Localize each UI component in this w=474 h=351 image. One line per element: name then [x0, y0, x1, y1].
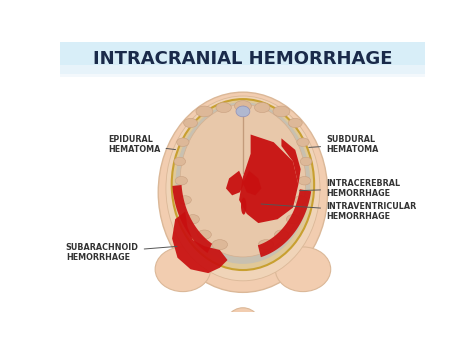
Ellipse shape: [174, 157, 185, 166]
Ellipse shape: [175, 102, 310, 264]
Ellipse shape: [288, 118, 302, 128]
Polygon shape: [173, 185, 212, 253]
Text: INTRAVENTRICULAR
HEMORRHAGE: INTRAVENTRICULAR HEMORRHAGE: [261, 202, 416, 221]
Ellipse shape: [166, 96, 320, 281]
Ellipse shape: [274, 230, 288, 239]
Ellipse shape: [286, 214, 300, 224]
Ellipse shape: [175, 177, 188, 185]
Text: INTRACRANIAL HEMORRHAGE: INTRACRANIAL HEMORRHAGE: [93, 50, 392, 68]
Bar: [60, 42, 425, 74]
Bar: [60, 65, 425, 77]
Ellipse shape: [216, 102, 231, 113]
Ellipse shape: [235, 101, 251, 111]
Ellipse shape: [273, 106, 290, 117]
Polygon shape: [172, 212, 228, 273]
Polygon shape: [243, 171, 261, 196]
Ellipse shape: [297, 138, 309, 146]
Ellipse shape: [177, 138, 189, 146]
Ellipse shape: [294, 196, 307, 204]
Ellipse shape: [179, 196, 191, 204]
Polygon shape: [226, 171, 245, 196]
Ellipse shape: [236, 106, 250, 117]
Ellipse shape: [222, 308, 264, 351]
Ellipse shape: [183, 118, 198, 128]
Ellipse shape: [258, 240, 273, 250]
Ellipse shape: [212, 240, 228, 250]
Ellipse shape: [180, 105, 306, 257]
Ellipse shape: [158, 92, 328, 292]
Ellipse shape: [275, 247, 331, 292]
Ellipse shape: [255, 102, 270, 113]
Ellipse shape: [301, 157, 312, 166]
Text: SUBDURAL
HEMATOMA: SUBDURAL HEMATOMA: [309, 135, 378, 154]
Ellipse shape: [172, 99, 314, 270]
Text: INTRACEREBRAL
HEMORRHAGE: INTRACEREBRAL HEMORRHAGE: [300, 179, 400, 198]
Text: EPIDURAL
HEMATOMA: EPIDURAL HEMATOMA: [108, 135, 175, 154]
Ellipse shape: [298, 177, 310, 185]
Ellipse shape: [198, 230, 211, 239]
Polygon shape: [239, 134, 298, 223]
Text: SUBARACHNOID
HEMORRHAGE: SUBARACHNOID HEMORRHAGE: [66, 243, 177, 262]
Polygon shape: [282, 138, 301, 185]
Ellipse shape: [241, 198, 246, 214]
Ellipse shape: [155, 247, 210, 292]
Ellipse shape: [196, 106, 213, 117]
Ellipse shape: [186, 214, 200, 224]
Polygon shape: [258, 189, 311, 257]
